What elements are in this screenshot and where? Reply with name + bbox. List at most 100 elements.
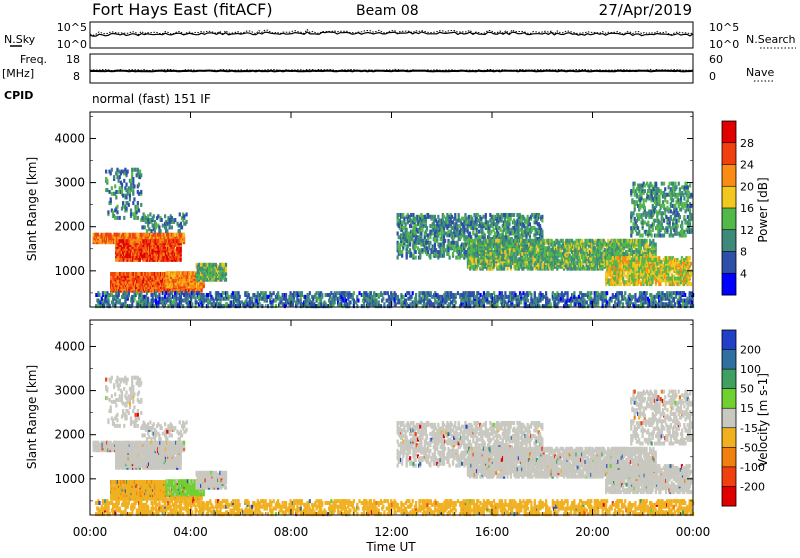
power-cell bbox=[535, 227, 538, 232]
power-cell bbox=[179, 234, 182, 239]
power-cell bbox=[139, 232, 143, 237]
power-cell bbox=[407, 237, 411, 242]
power-cell bbox=[180, 232, 183, 237]
power-cell bbox=[147, 232, 151, 237]
power-cell bbox=[115, 195, 118, 200]
power-cell bbox=[202, 270, 205, 275]
power-cell bbox=[440, 227, 443, 232]
power-cell bbox=[467, 233, 470, 238]
power-cell bbox=[143, 252, 146, 257]
power-cell bbox=[120, 250, 123, 255]
power-cell bbox=[524, 257, 527, 262]
power-cell bbox=[439, 246, 442, 251]
power-cell bbox=[113, 272, 116, 276]
power-cell bbox=[499, 238, 502, 243]
power-cell bbox=[507, 222, 510, 227]
power-cell bbox=[466, 229, 469, 234]
power-cell bbox=[93, 236, 96, 241]
power-cell bbox=[212, 262, 215, 267]
power-cell bbox=[123, 215, 126, 220]
power-cell bbox=[125, 206, 128, 211]
power-cell bbox=[132, 212, 135, 217]
power-cell bbox=[143, 239, 146, 244]
power-cell bbox=[519, 218, 522, 223]
power-cell bbox=[137, 254, 140, 259]
power-cell bbox=[159, 252, 162, 257]
power-cell bbox=[437, 242, 440, 247]
power-cell bbox=[454, 222, 457, 227]
power-cell bbox=[404, 222, 407, 227]
power-cell bbox=[131, 272, 134, 276]
power-cell bbox=[431, 231, 434, 236]
power-cell bbox=[611, 256, 615, 261]
power-cell bbox=[134, 212, 137, 217]
power-cell bbox=[415, 214, 418, 219]
power-cell bbox=[154, 236, 157, 241]
power-cell bbox=[410, 224, 413, 229]
power-cell bbox=[512, 218, 516, 223]
power-cell bbox=[145, 239, 148, 244]
power-cell bbox=[168, 248, 171, 253]
power-cell bbox=[159, 229, 162, 234]
power-cell bbox=[204, 277, 207, 282]
power-cell bbox=[203, 262, 206, 267]
power-cell bbox=[502, 235, 506, 240]
power-cell bbox=[457, 212, 460, 217]
power-cell bbox=[477, 235, 481, 240]
power-cell bbox=[123, 242, 126, 247]
power-cell bbox=[416, 229, 420, 234]
power-cell bbox=[157, 286, 160, 291]
power-cell bbox=[129, 234, 133, 239]
power-cell bbox=[464, 212, 467, 217]
power-cell bbox=[162, 272, 165, 276]
power-cell bbox=[165, 219, 168, 224]
power-cell bbox=[437, 233, 440, 238]
power-cell bbox=[456, 227, 459, 232]
date-title: 27/Apr/2019 bbox=[599, 1, 692, 19]
power-cell bbox=[127, 239, 130, 244]
power-cell bbox=[125, 201, 128, 206]
power-cell bbox=[139, 244, 143, 249]
power-cell bbox=[118, 175, 121, 180]
power-cell bbox=[405, 244, 408, 249]
power-cell bbox=[483, 222, 486, 227]
power-cell bbox=[156, 283, 159, 288]
power-cell bbox=[445, 231, 448, 236]
power-cell bbox=[171, 244, 174, 249]
power-cell bbox=[492, 222, 495, 227]
power-cell bbox=[150, 232, 153, 237]
power-cell bbox=[156, 277, 159, 282]
power-cell bbox=[462, 224, 465, 229]
power-cell bbox=[163, 244, 166, 249]
power-cell bbox=[124, 204, 127, 209]
power-cell bbox=[141, 236, 144, 241]
power-cell bbox=[507, 229, 510, 234]
power-cell bbox=[460, 222, 464, 227]
power-cell bbox=[170, 232, 173, 237]
power-cell bbox=[628, 263, 632, 268]
power-cell bbox=[519, 227, 522, 232]
power-cell bbox=[508, 218, 511, 223]
power-cell bbox=[135, 210, 138, 215]
power-cell bbox=[451, 244, 455, 249]
power-cell bbox=[118, 288, 121, 293]
power-cell bbox=[481, 222, 484, 227]
power-cell bbox=[136, 272, 139, 276]
power-cell bbox=[493, 222, 496, 227]
power-cell bbox=[211, 264, 214, 269]
power-cell bbox=[151, 239, 154, 244]
power-cell bbox=[413, 240, 416, 245]
power-cell bbox=[574, 264, 577, 269]
power-cell bbox=[160, 218, 163, 222]
power-cell bbox=[499, 233, 502, 238]
power-cell bbox=[118, 279, 121, 284]
power-cell bbox=[154, 277, 157, 282]
power-cell bbox=[112, 283, 115, 288]
power-cell bbox=[440, 242, 443, 247]
power-cell bbox=[201, 262, 204, 267]
power-cell bbox=[463, 225, 466, 230]
power-cell bbox=[427, 212, 430, 217]
power-cell bbox=[440, 218, 443, 223]
power-cell bbox=[480, 229, 483, 234]
power-cell bbox=[125, 171, 128, 176]
